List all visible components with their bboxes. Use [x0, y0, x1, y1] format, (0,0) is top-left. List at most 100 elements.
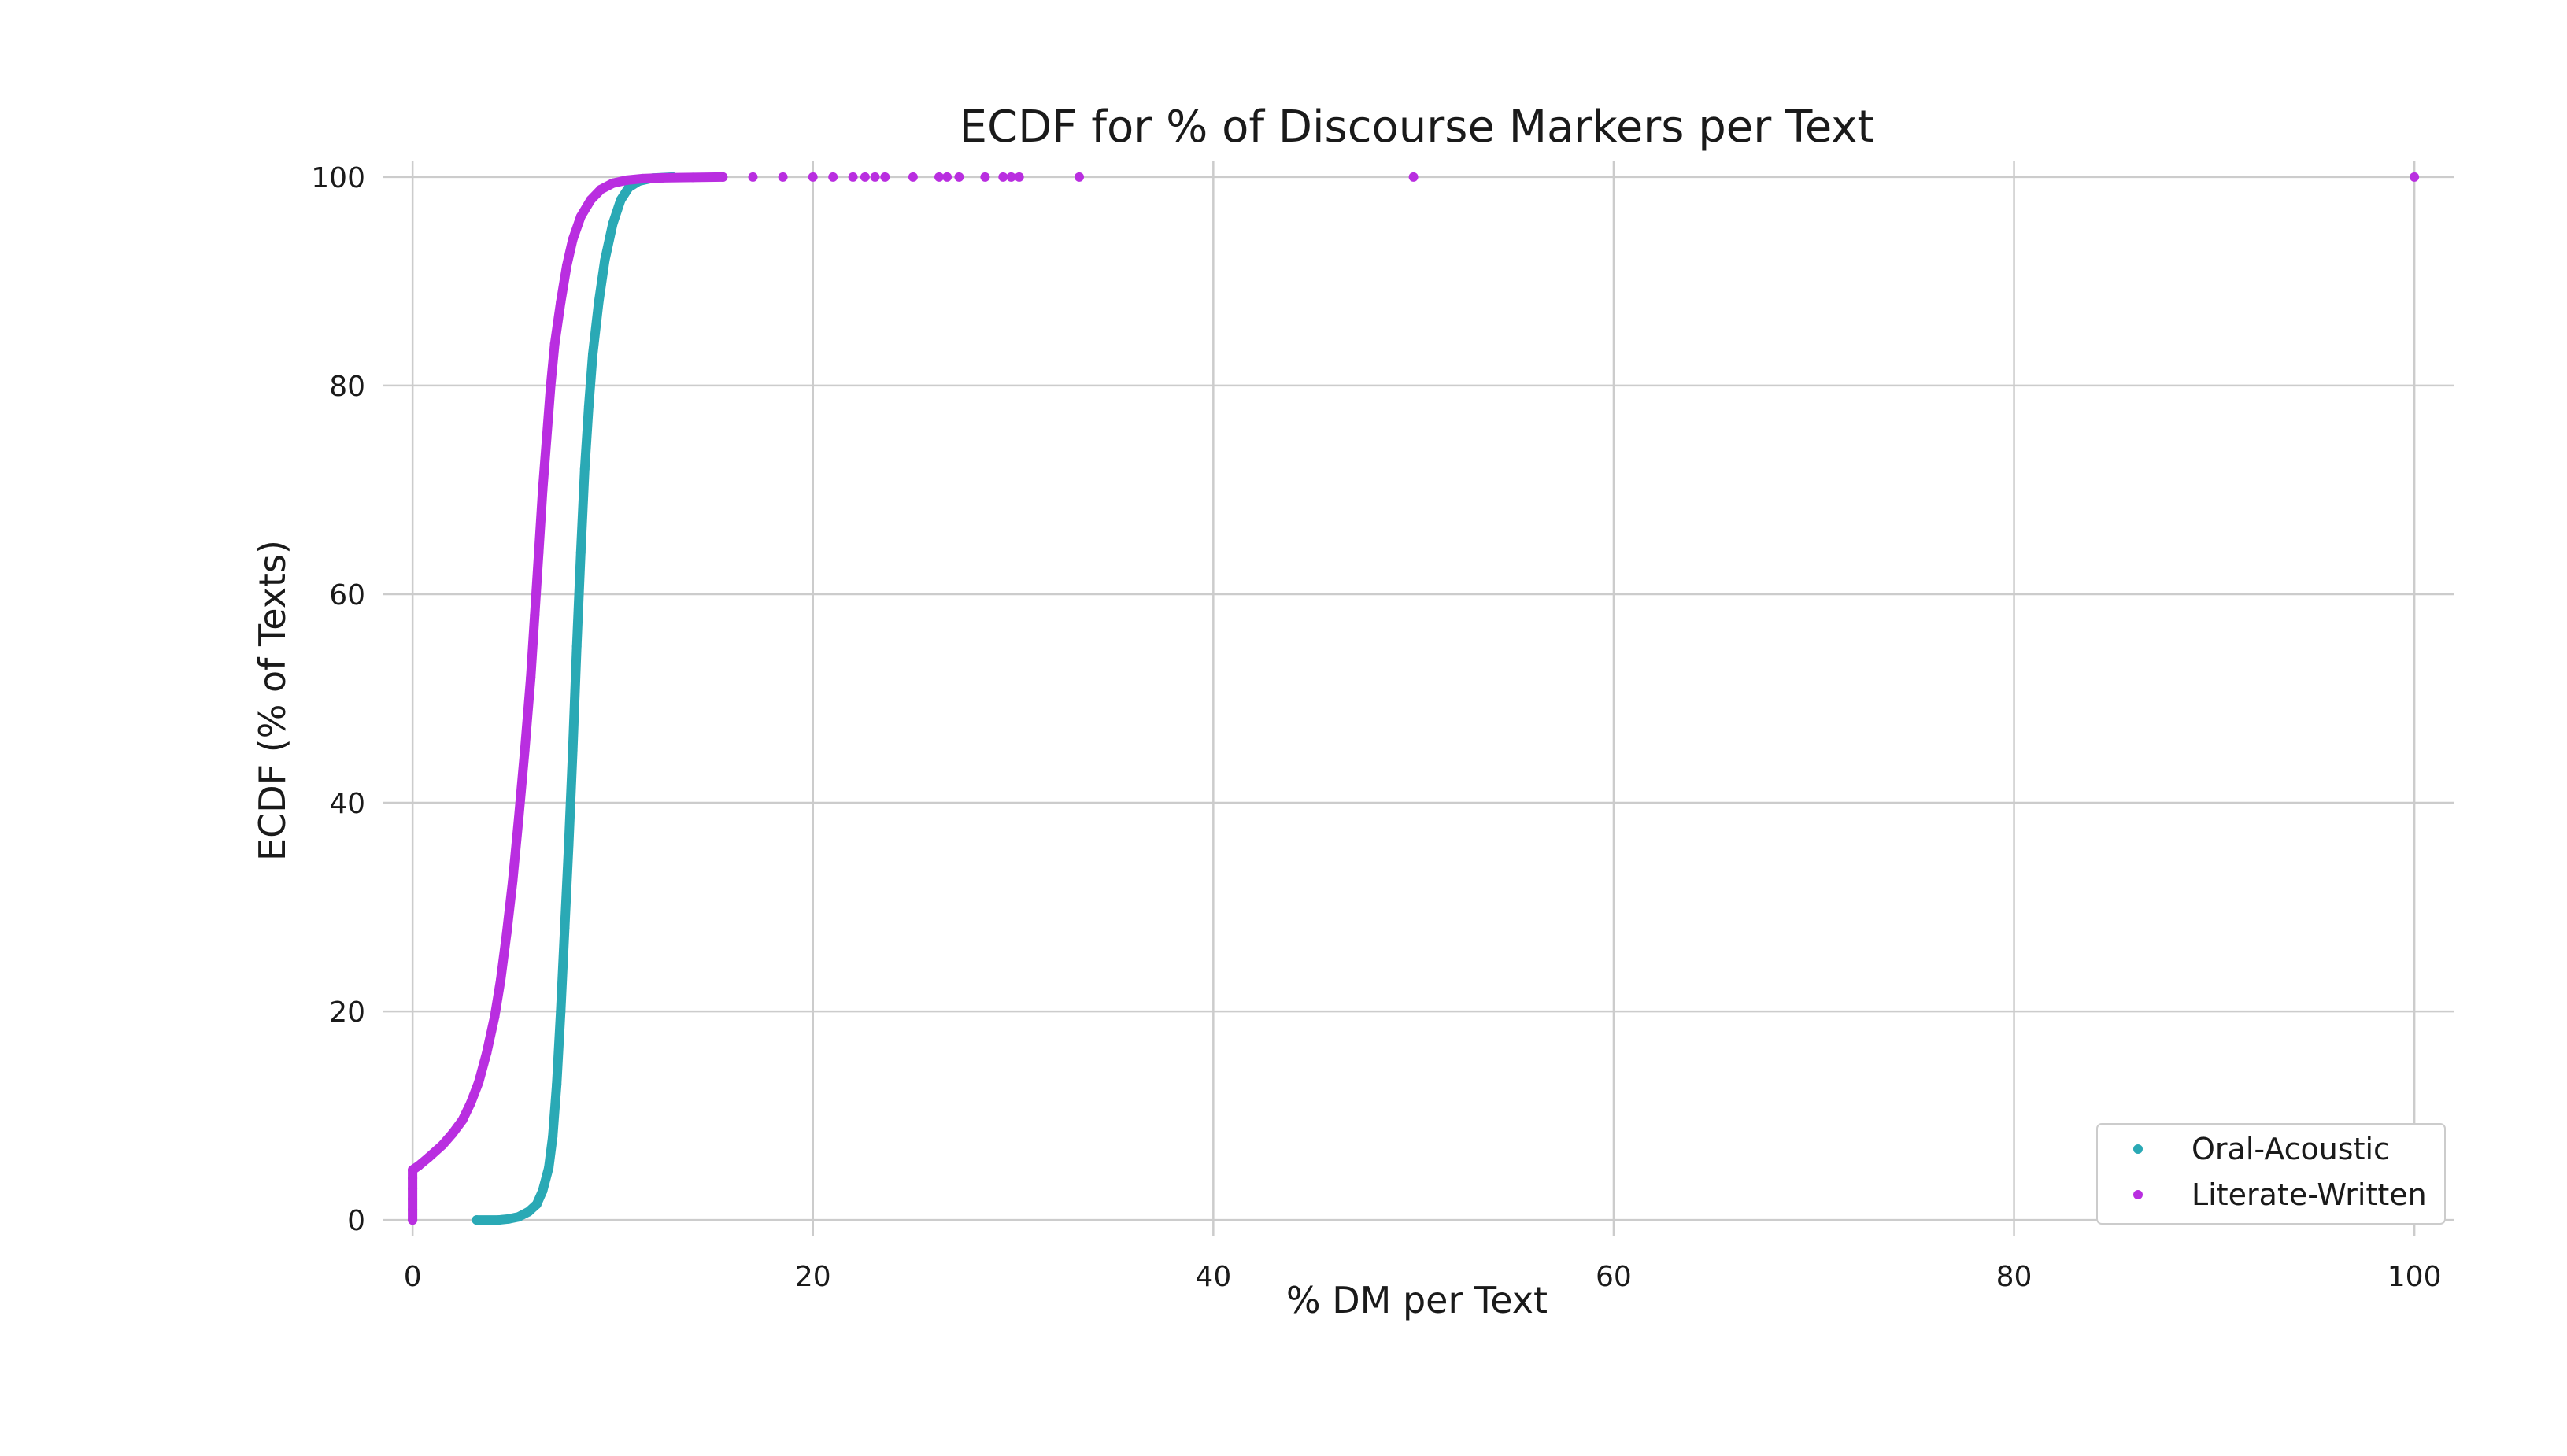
- legend-marker-literate-written: [2133, 1190, 2143, 1199]
- x-tick-label-0: 0: [404, 1261, 422, 1293]
- series-oral-acoustic: [472, 172, 678, 1225]
- data-point-literate-written: [808, 172, 818, 182]
- legend-marker-oral-acoustic: [2133, 1144, 2143, 1154]
- legend: Oral-Acoustic Literate-Written: [2096, 1123, 2446, 1225]
- data-point-literate-written: [496, 975, 505, 985]
- data-point-literate-written: [942, 172, 952, 182]
- data-point-oral-acoustic: [588, 349, 597, 360]
- data-point-literate-written: [546, 380, 556, 390]
- data-point-oral-acoustic: [600, 255, 610, 265]
- data-point-literate-written: [534, 548, 544, 557]
- data-point-literate-written: [457, 1114, 468, 1125]
- data-point-oral-acoustic: [531, 1199, 542, 1210]
- data-point-literate-written: [828, 172, 838, 182]
- data-point-literate-written: [490, 1011, 500, 1022]
- data-point-literate-written: [1075, 172, 1084, 182]
- data-point-literate-written: [638, 173, 648, 183]
- y-tick-label-5: 100: [311, 162, 365, 194]
- data-point-literate-written: [596, 184, 606, 194]
- data-point-literate-written: [508, 876, 518, 886]
- series-trace-oral-acoustic: [472, 172, 678, 1225]
- data-point-literate-written: [848, 172, 858, 182]
- y-tick-label-0: 0: [347, 1205, 365, 1237]
- data-point-literate-written: [530, 610, 540, 620]
- data-point-oral-acoustic: [472, 1215, 482, 1225]
- x-axis-title: % DM per Text: [1286, 1279, 1548, 1321]
- legend-label-oral-acoustic: Oral-Acoustic: [2192, 1132, 2390, 1166]
- data-point-oral-acoustic: [494, 1215, 504, 1225]
- data-point-oral-acoustic: [608, 219, 618, 229]
- data-point-oral-acoustic: [548, 1132, 558, 1142]
- data-point-literate-written: [1006, 172, 1016, 182]
- data-point-literate-written: [880, 172, 890, 182]
- data-point-oral-acoustic: [579, 464, 590, 474]
- y-axis-title: ECDF (% of Texts): [251, 540, 294, 861]
- data-point-oral-acoustic: [564, 840, 574, 849]
- data-point-literate-written: [934, 172, 944, 182]
- data-point-literate-written: [526, 673, 536, 682]
- data-point-literate-written: [474, 1077, 484, 1088]
- data-point-literate-written: [1408, 172, 1419, 182]
- data-point-literate-written: [465, 1098, 475, 1108]
- data-point-oral-acoustic: [583, 401, 594, 412]
- data-point-literate-written: [954, 172, 964, 182]
- data-point-literate-written: [998, 172, 1008, 182]
- x-tick-label-1: 20: [795, 1261, 831, 1293]
- data-point-literate-written: [408, 1194, 418, 1204]
- data-point-oral-acoustic: [513, 1212, 523, 1222]
- data-point-literate-written: [408, 1204, 418, 1214]
- legend-box: [2096, 1123, 2446, 1225]
- data-point-literate-written: [482, 1048, 492, 1059]
- data-point-literate-written: [538, 485, 548, 495]
- data-point-oral-acoustic: [556, 1007, 566, 1017]
- data-point-literate-written: [778, 172, 788, 182]
- data-point-literate-written: [549, 338, 560, 349]
- data-point-literate-written: [520, 745, 530, 756]
- data-point-literate-written: [562, 261, 571, 271]
- data-point-literate-written: [658, 172, 668, 183]
- legend-label-literate-written: Literate-Written: [2192, 1177, 2427, 1212]
- data-point-literate-written: [513, 813, 523, 823]
- data-point-literate-written: [501, 928, 512, 938]
- chart-title: ECDF for % of Discourse Markers per Text: [960, 102, 1875, 153]
- data-point-literate-written: [448, 1129, 457, 1139]
- data-point-oral-acoustic: [575, 548, 586, 557]
- data-point-oral-acoustic: [560, 923, 570, 933]
- data-point-literate-written: [688, 172, 698, 183]
- data-point-oral-acoustic: [504, 1214, 514, 1224]
- y-tick-label-4: 80: [329, 371, 365, 403]
- data-point-literate-written: [608, 178, 618, 188]
- data-point-oral-acoustic: [544, 1162, 554, 1173]
- series-literate-written: [408, 172, 2420, 1225]
- data-point-literate-written: [860, 172, 870, 182]
- x-tick-label-5: 100: [2388, 1261, 2442, 1293]
- x-tick-label-4: 80: [1996, 1261, 2033, 1293]
- data-point-literate-written: [908, 172, 918, 182]
- data-point-literate-written: [408, 1173, 418, 1184]
- y-tick-label-2: 40: [329, 788, 365, 820]
- data-point-literate-written: [1014, 172, 1024, 182]
- data-point-literate-written: [542, 433, 552, 443]
- y-tick-label-1: 20: [329, 996, 365, 1029]
- data-point-literate-written: [718, 172, 728, 182]
- data-point-literate-written: [748, 172, 758, 182]
- data-point-oral-acoustic: [538, 1186, 548, 1195]
- x-tick-label-2: 40: [1195, 1261, 1231, 1293]
- data-point-literate-written: [586, 195, 596, 205]
- data-point-literate-written: [622, 175, 632, 185]
- data-point-oral-acoustic: [568, 745, 578, 756]
- data-point-literate-written: [870, 172, 880, 182]
- data-point-literate-written: [438, 1140, 448, 1150]
- data-point-oral-acoustic: [523, 1207, 534, 1217]
- data-point-literate-written: [556, 297, 566, 307]
- x-tick-label-3: 60: [1596, 1261, 1632, 1293]
- data-point-literate-written: [408, 1215, 418, 1225]
- data-point-literate-written: [980, 172, 990, 182]
- data-point-literate-written: [575, 212, 586, 222]
- data-point-literate-written: [2410, 172, 2420, 182]
- data-point-literate-written: [408, 1184, 418, 1194]
- data-point-literate-written: [568, 235, 578, 245]
- tick-layer: 0 20 40 60 80 100 0 20 40 60 80 100: [311, 162, 2441, 1293]
- data-point-literate-written: [413, 1161, 424, 1171]
- data-point-oral-acoustic: [552, 1079, 562, 1089]
